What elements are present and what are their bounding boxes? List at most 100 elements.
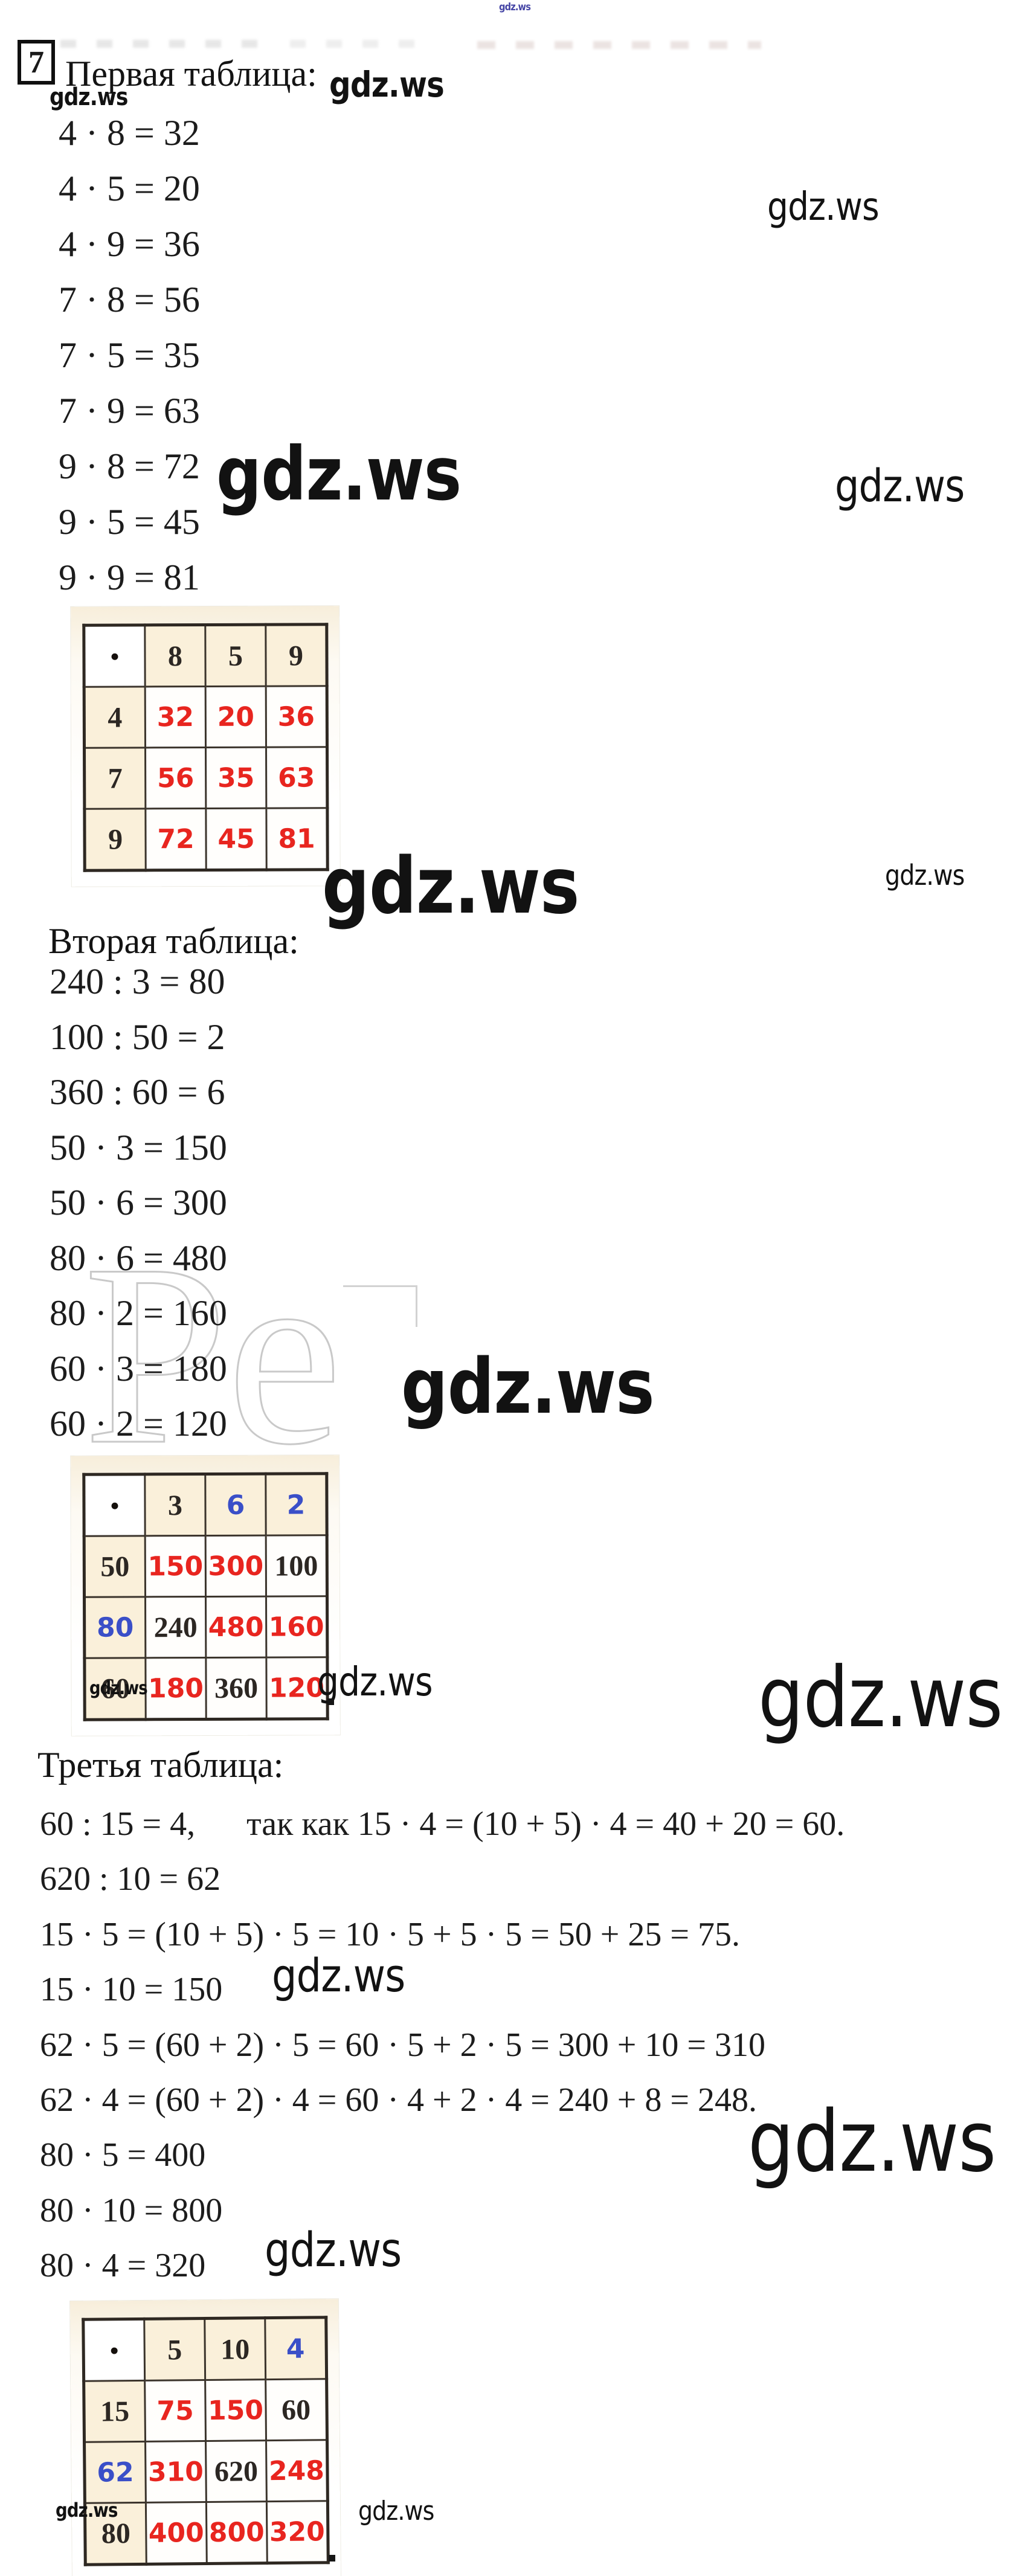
table-value-cell: 150	[205, 2379, 266, 2441]
table-column-header: 2	[265, 1473, 327, 1536]
equation-line: 100 : 50 = 2	[50, 1017, 225, 1057]
gdzws-watermark: gdz.ws	[329, 64, 445, 105]
equation-list-3: 60 : 15 = 4, так как 15 · 4 = (10 + 5) · …	[40, 1797, 845, 2294]
table-corner-dot: •	[83, 625, 146, 687]
gdzws-watermark: gdz.ws	[767, 185, 880, 230]
equation-line: 620 : 10 = 62	[40, 1860, 221, 1898]
equation-line: 4 · 9 = 36	[59, 224, 200, 264]
table-value-cell: 320	[266, 2501, 329, 2563]
gdzws-watermark: gdz.ws	[358, 2496, 434, 2526]
equation-list-1: 4 · 8 = 32 4 · 5 = 20 4 · 9 = 36 7 · 8 = 56…	[59, 105, 200, 605]
equation-line: 7 · 5 = 35	[59, 335, 200, 375]
table-column-header: 5	[205, 625, 266, 687]
equation-line: 7 · 9 = 63	[59, 391, 200, 431]
equation-line: 80 · 10 = 800	[40, 2191, 223, 2229]
equation-line: 15 · 5 = (10 + 5) · 5 = 10 · 5 + 5 · 5 =…	[40, 1915, 740, 1953]
equation-line: 9 · 8 = 72	[59, 446, 200, 486]
table-value-cell: 360	[205, 1657, 267, 1720]
scan-smudge	[477, 41, 761, 49]
table-row-header: 50	[84, 1535, 146, 1598]
table-photo-1: • 8 5 9 4 32 20 36 7 56 35 63 9 72 45 81	[71, 606, 340, 887]
gdzws-watermark: gdz.ws	[216, 431, 462, 517]
table-value-cell: 20	[205, 686, 266, 748]
equation-result: 60 : 15 = 4,	[40, 1805, 196, 1843]
table-row-header: 62	[84, 2441, 146, 2504]
multiplication-table: • 3 6 2 50 150 300 100 80 240 480 160 60 180 360 120	[82, 1472, 329, 1721]
table-value-cell: 81	[266, 808, 328, 870]
gdzws-watermark: gdz.ws	[758, 1649, 1003, 1746]
equation-line: 7 · 8 = 56	[59, 280, 200, 320]
table-photo-3: • 5 10 4 15 75 150 60 62 310 620 248 80 400 800 320	[69, 2299, 341, 2576]
equation-line: 62 · 4 = (60 + 2) · 4 = 60 · 4 + 2 · 4 =…	[40, 2081, 757, 2119]
table-row-header: 80	[84, 1596, 146, 1659]
table-value-cell: 620	[205, 2440, 267, 2502]
gdzws-watermark: gdz.ws	[401, 1342, 655, 1431]
table-value-cell: 480	[205, 1596, 266, 1658]
equation-line: 15 · 10 = 150	[40, 1971, 223, 2009]
table-value-cell: 248	[266, 2439, 328, 2502]
section-title-second-table: Вторая таблица:	[48, 921, 299, 961]
equation-explanation: так как 15 · 4 = (10 + 5) · 4 = 40 + 20 …	[246, 1805, 845, 1843]
multiplication-table: • 5 10 4 15 75 150 60 62 310 620 248 80 400 800 320	[82, 2316, 330, 2566]
table-corner-dot: •	[83, 2319, 145, 2382]
equation-line: 80 · 5 = 400	[40, 2136, 206, 2174]
section-title-first-table: Первая таблица:	[65, 54, 317, 94]
table-corner-dot: •	[83, 1474, 146, 1537]
multiplication-table: • 8 5 9 4 32 20 36 7 56 35 63 9 72 45 81	[82, 623, 329, 872]
table-value-cell: 36	[266, 686, 327, 748]
gdzws-watermark: gdz.ws	[835, 460, 965, 512]
table-row-header: 7	[84, 747, 146, 809]
equation-line: 9 · 9 = 81	[59, 557, 200, 597]
table-column-header: 8	[144, 625, 206, 687]
table-photo-2: • 3 6 2 50 150 300 100 80 240 480 160 60 180 360 120	[71, 1455, 340, 1736]
table-value-cell: 160	[266, 1596, 327, 1658]
equation-line: 60 · 2 = 120	[50, 1404, 227, 1444]
table-value-cell: 45	[205, 808, 267, 870]
ghost-letters: Ре	[82, 1211, 345, 1498]
table-value-cell: 150	[145, 1535, 206, 1597]
equation-line: 80 · 2 = 160	[50, 1293, 227, 1333]
table-value-cell: 60	[265, 2378, 327, 2441]
table-row-header: 4	[84, 686, 146, 748]
equation-line: 62 · 5 = (60 + 2) · 5 = 60 · 5 + 2 · 5 =…	[40, 2026, 765, 2064]
table-value-cell: 63	[266, 747, 327, 809]
table-column-header: 9	[265, 624, 327, 687]
table-value-cell: 35	[205, 747, 266, 809]
equation-line: 80 · 6 = 480	[50, 1238, 227, 1278]
equation-line: 60 · 3 = 180	[50, 1348, 227, 1389]
table-value-cell: 800	[206, 2501, 268, 2564]
problem-number-box: 7	[18, 40, 55, 85]
ghost-letter-fragment	[343, 1285, 417, 1327]
table-value-cell: 180	[145, 1657, 207, 1720]
table-value-cell: 120	[266, 1657, 328, 1720]
table-value-cell: 400	[146, 2502, 207, 2565]
equation-line: 360 : 60 = 6	[50, 1072, 225, 1112]
table-row-header: 9	[84, 808, 146, 871]
equation-line: 240 : 3 = 80	[50, 962, 225, 1001]
table-value-cell: 100	[266, 1535, 327, 1597]
equation-line: 80 · 4 = 320	[40, 2247, 206, 2285]
gdzws-watermark: gdz.ws	[322, 841, 579, 931]
problem-number: 7	[28, 45, 44, 80]
equation-line: 60 : 15 = 4, так как 15 · 4 = (10 + 5) · …	[40, 1797, 845, 1852]
equation-line: 50 · 6 = 300	[50, 1183, 227, 1222]
equation-line: 9 · 5 = 45	[59, 502, 200, 542]
section-title-third-table: Третья таблица:	[37, 1745, 284, 1785]
table-row-header: 80	[85, 2502, 147, 2565]
table-column-header: 10	[204, 2317, 266, 2380]
equation-line: 50 · 3 = 150	[50, 1127, 227, 1168]
table-row-header: 60	[84, 1657, 146, 1720]
table-value-cell: 72	[145, 808, 207, 870]
scan-smudge	[24, 40, 278, 48]
table-column-header: 6	[205, 1474, 266, 1536]
table-value-cell: 75	[144, 2380, 206, 2442]
gdzws-watermark: gdz.ws	[499, 1, 531, 13]
table-row-header: 15	[83, 2380, 146, 2443]
scan-smudge	[290, 40, 429, 48]
table-value-cell: 300	[205, 1535, 266, 1597]
equation-line: 4 · 8 = 32	[59, 113, 200, 153]
equation-list-2: 240 : 3 = 80 100 : 50 = 2 360 : 60 = 6 50 ·…	[50, 954, 227, 1452]
table-value-cell: 56	[145, 747, 206, 809]
table-column-header: 4	[265, 2317, 327, 2380]
